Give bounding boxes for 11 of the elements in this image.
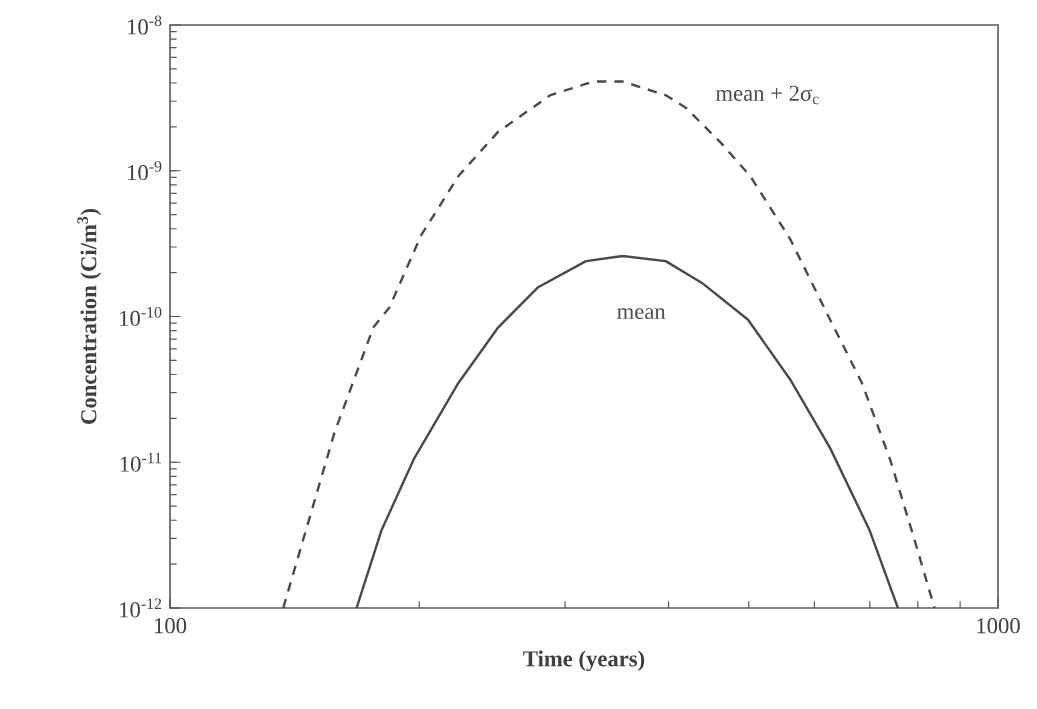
annotation: mean [617, 308, 666, 320]
x-axis-title: Time (years) [523, 650, 645, 672]
x-tick-label: 1000 [977, 618, 1020, 634]
x-tick-label: 100 [155, 618, 187, 634]
y-tick-label: 10$^{-8}$ [128, 15, 162, 35]
annotation: mean + 2σ$_{c}$ [715, 85, 819, 105]
y-tick-label: 10$^{-9}$ [128, 161, 162, 181]
y-axis-title: Concentration (Ci/m$^{3}$) [77, 209, 102, 424]
y-tick-label: 10$^{-10}$ [120, 306, 162, 327]
y-tick-label: 10$^{-12}$ [120, 598, 162, 618]
y-tick-label: 10$^{-11}$ [120, 452, 162, 472]
